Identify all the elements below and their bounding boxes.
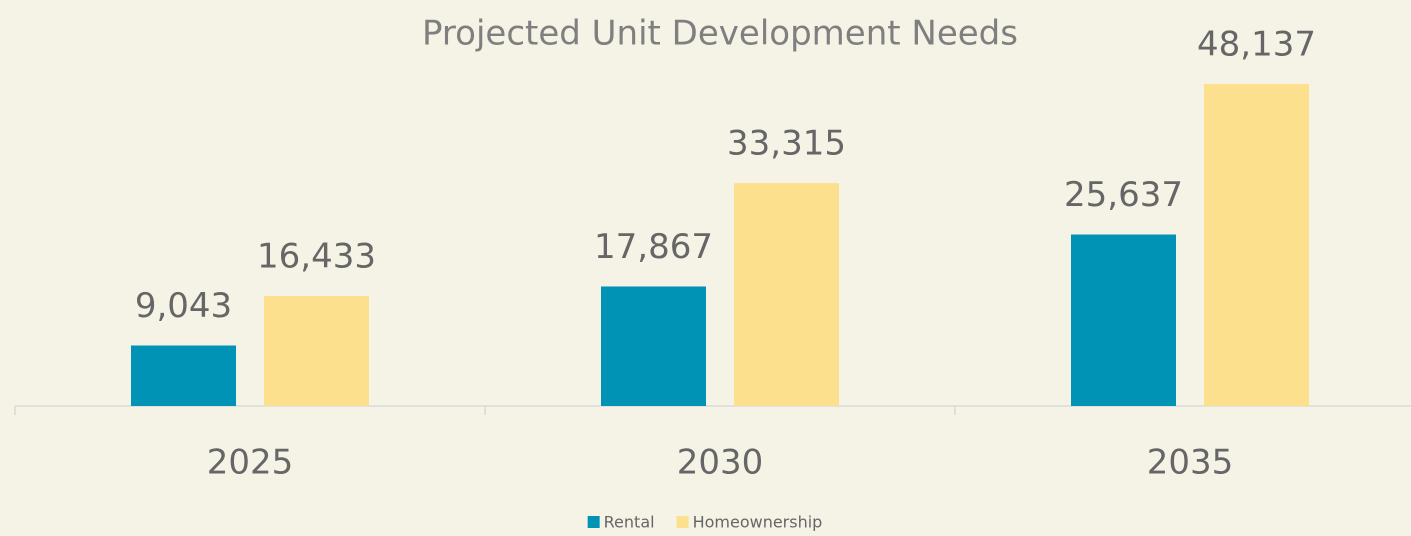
bar	[1071, 234, 1176, 406]
data-label: 16,433	[257, 237, 376, 277]
legend-label: Homeownership	[693, 513, 823, 532]
chart-title: Projected Unit Development Needs	[422, 14, 1018, 54]
legend-label: Rental	[604, 513, 655, 532]
legend-swatch	[676, 516, 689, 528]
data-label: 25,637	[1064, 175, 1183, 215]
bar	[601, 286, 706, 406]
bar	[264, 296, 369, 406]
bar	[734, 183, 839, 406]
x-tick-label: 2035	[1147, 443, 1234, 483]
data-label: 17,867	[594, 227, 713, 267]
data-label: 33,315	[727, 124, 846, 164]
bar	[131, 345, 236, 406]
data-label: 9,043	[135, 286, 232, 326]
legend-swatch	[587, 516, 600, 528]
x-tick-label: 2030	[677, 443, 764, 483]
bar	[1204, 84, 1309, 406]
data-label: 48,137	[1197, 25, 1316, 65]
x-tick-label: 2025	[207, 443, 294, 483]
